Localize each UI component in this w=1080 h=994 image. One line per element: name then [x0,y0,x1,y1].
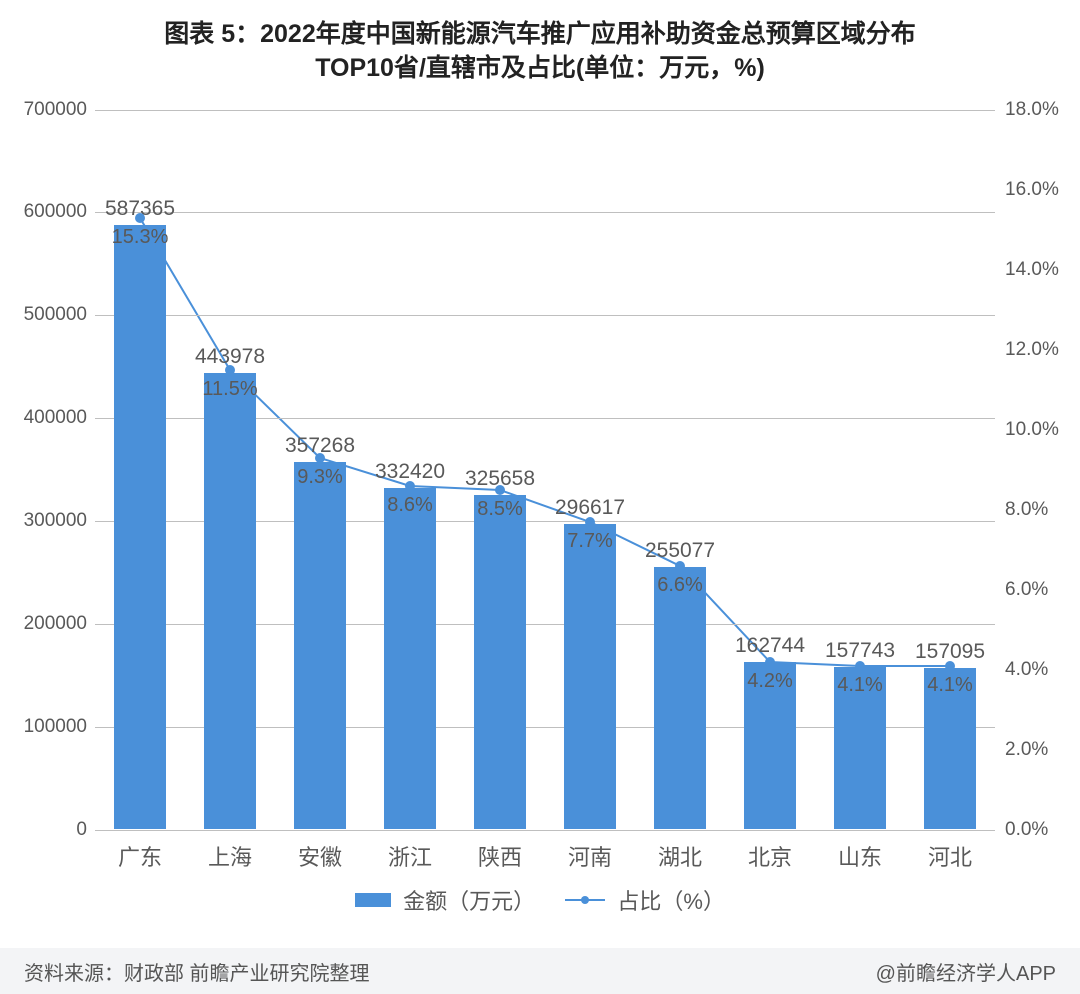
y-left-tick-label: 400000 [24,407,87,429]
gridline [95,315,995,316]
y-left-tick-label: 100000 [24,716,87,738]
x-category-label: 广东 [118,840,162,872]
x-category-label: 浙江 [388,840,432,872]
line-value-label: 11.5% [202,378,257,401]
chart-container: 0 100000 200000 300000 400000 500000 600000 700… [0,100,1080,876]
line-marker [315,453,325,463]
title-line-1: 图表 5：2022年度中国新能源汽车推广应用补助资金总预算区域分布 [164,20,915,48]
y-left-tick-label: 200000 [24,613,87,635]
footer-attribution: @前瞻经济学人APP [876,957,1056,986]
line-value-label: 4.1% [837,674,883,697]
line-value-label: 8.5% [477,498,523,521]
line-marker [855,661,865,671]
y-left-tick-label: 500000 [24,304,87,326]
y-right-tick-label: 16.0% [1005,179,1059,201]
line-marker [495,485,505,495]
x-category-label: 湖北 [658,840,702,872]
gridline [95,110,995,111]
line-value-label: 8.6% [387,494,433,517]
line-marker [945,661,955,671]
bar [564,524,616,829]
y-right-tick-label: 18.0% [1005,99,1059,121]
line-value-label: 15.3% [112,226,169,249]
title-line-2: TOP10省/直辖市及占比(单位：万元，%) [315,54,765,82]
legend-bar-label: 金额（万元） [403,889,535,914]
footer: 资料来源：财政部 前瞻产业研究院整理 @前瞻经济学人APP [0,948,1080,994]
y-left-tick-label: 600000 [24,201,87,223]
gridline [95,830,995,831]
y-right-tick-label: 2.0% [1005,739,1048,761]
line-marker [135,213,145,223]
chart-title: 图表 5：2022年度中国新能源汽车推广应用补助资金总预算区域分布 TOP10省… [0,0,1080,90]
legend-line-label: 占比（%） [617,889,725,914]
line-marker [585,517,595,527]
legend-bar-swatch [355,893,391,907]
line-value-label: 9.3% [297,466,343,489]
line-marker [225,365,235,375]
bar [114,225,166,829]
bar [384,488,436,830]
y-right-tick-label: 14.0% [1005,259,1059,281]
x-category-label: 河北 [928,840,972,872]
gridline [95,212,995,213]
line-value-label: 7.7% [567,530,613,553]
line-marker [405,481,415,491]
bar [474,495,526,830]
y-right-tick-label: 6.0% [1005,579,1048,601]
x-category-label: 河南 [568,840,612,872]
y-left-tick-label: 300000 [24,510,87,532]
bar [204,373,256,830]
y-left-tick-label: 0 [76,819,87,841]
bar [294,462,346,829]
x-category-label: 陕西 [478,840,522,872]
footer-source: 资料来源：财政部 前瞻产业研究院整理 [24,957,370,986]
line-value-label: 6.6% [657,574,703,597]
line-marker [675,561,685,571]
line-value-label: 4.2% [747,670,793,693]
y-right-tick-label: 10.0% [1005,419,1059,441]
line-marker [765,657,775,667]
x-category-label: 上海 [208,840,252,872]
x-category-label: 北京 [748,840,792,872]
y-left-tick-label: 700000 [24,99,87,121]
y-right-tick-label: 12.0% [1005,339,1059,361]
line-value-label: 4.1% [927,674,973,697]
y-right-tick-label: 0.0% [1005,819,1048,841]
bar-value-label: 162744 [735,634,805,658]
y-right-tick-label: 8.0% [1005,499,1048,521]
legend: 金额（万元） 占比（%） [0,884,1080,916]
y-right-tick-label: 4.0% [1005,659,1048,681]
legend-line-swatch [565,893,605,907]
x-category-label: 山东 [838,840,882,872]
bar [654,567,706,829]
x-category-label: 安徽 [298,840,342,872]
